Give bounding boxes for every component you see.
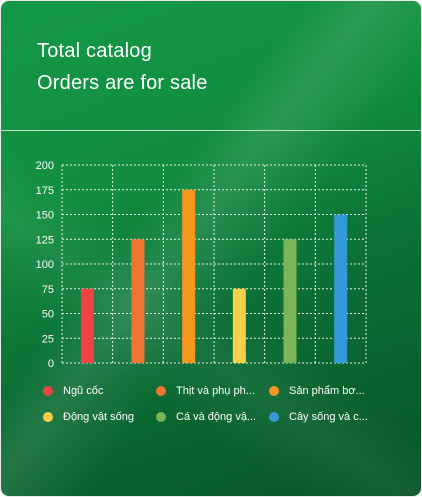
legend-item[interactable]: Cây sống và c... [269, 408, 399, 426]
legend-label: Cây sống và c... [289, 411, 368, 423]
bar-3 [182, 189, 196, 363]
card-title: Total catalog [37, 40, 152, 62]
legend-label: Sản phẩm bơ... [289, 385, 365, 397]
legend-label: Thịt và phụ ph... [176, 385, 255, 397]
bar-2 [131, 239, 145, 363]
legend-item[interactable]: Thịt và phụ ph... [156, 382, 269, 400]
legend-label: Động vật sống [63, 411, 134, 423]
y-tick-label: 25 [42, 333, 54, 345]
card-subtitle: Orders are for sale [37, 72, 208, 94]
y-tick-label: 50 [42, 309, 54, 321]
bar-1 [80, 288, 94, 363]
header-divider [1, 130, 421, 131]
legend-swatch [269, 412, 279, 422]
card-header: Total catalog Orders are for sale [37, 35, 208, 99]
legend-swatch [269, 386, 279, 396]
chart-legend: Ngũ cốc Thịt và phụ ph... Sản phẩm bơ... Độ… [43, 382, 413, 426]
legend-item[interactable]: Cá và động vậ... [156, 408, 269, 426]
y-tick-label: 150 [36, 210, 54, 222]
legend-swatch [156, 412, 166, 422]
y-tick-label: 200 [36, 160, 54, 172]
legend-swatch [156, 386, 166, 396]
legend-item[interactable]: Ngũ cốc [43, 382, 156, 400]
legend-item[interactable]: Sản phẩm bơ... [269, 382, 399, 400]
legend-label: Ngũ cốc [63, 385, 104, 397]
y-tick-label: 175 [36, 185, 54, 197]
y-tick-label: 125 [36, 234, 54, 246]
bar-4 [232, 288, 246, 363]
legend-label: Cá và động vậ... [176, 411, 257, 423]
y-tick-label: 100 [36, 259, 54, 271]
legend-swatch [43, 386, 53, 396]
legend-item[interactable]: Động vật sống [43, 408, 156, 426]
y-tick-label: 75 [42, 284, 54, 296]
legend-swatch [43, 412, 53, 422]
bar-5 [283, 239, 297, 363]
bar-6 [334, 214, 348, 363]
y-tick-label: 0 [48, 358, 54, 370]
